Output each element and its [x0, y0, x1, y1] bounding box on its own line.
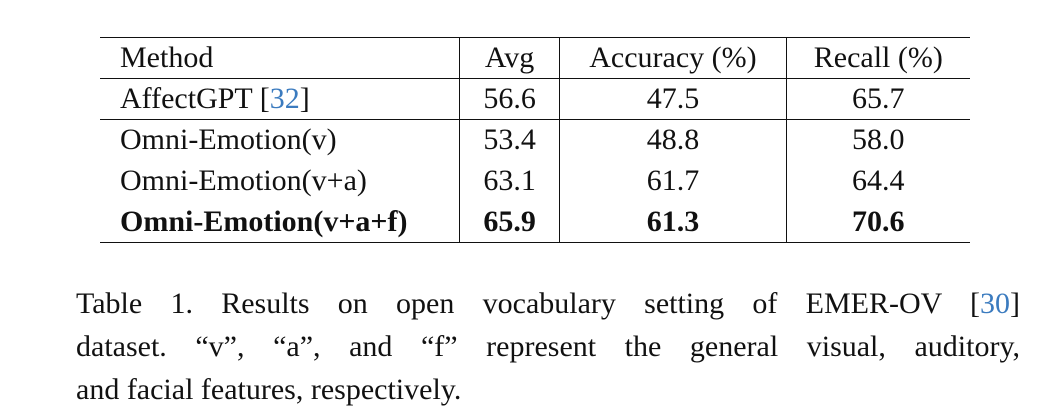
avg-cell: 63.1 — [458, 160, 560, 202]
method-cell: AffectGPT [32] — [100, 78, 460, 120]
header-recall: Recall (%) — [785, 37, 970, 79]
method-name: AffectGPT [ — [120, 82, 270, 115]
table-row: Omni-Emotion(v) 53.4 48.8 58.0 — [100, 119, 970, 161]
caption-line-3: and facial features, respectively. — [76, 373, 462, 406]
accuracy-cell: 61.3 — [559, 201, 787, 243]
recall-cell: 65.7 — [785, 78, 970, 120]
caption-text: ] — [1010, 287, 1020, 320]
accuracy-cell: 48.8 — [559, 119, 787, 161]
avg-cell: 65.9 — [458, 201, 560, 243]
recall-cell: 64.4 — [785, 160, 970, 202]
header-avg: Avg — [458, 37, 560, 79]
method-name-end: ] — [299, 82, 310, 115]
method-cell: Omni-Emotion(v+a+f) — [100, 201, 460, 243]
accuracy-cell: 61.7 — [559, 160, 787, 202]
recall-cell: 58.0 — [785, 119, 970, 161]
header-method: Method — [100, 37, 460, 79]
accuracy-cell: 47.5 — [559, 78, 787, 120]
caption-text: Table 1. Results on open vocabulary sett… — [76, 287, 980, 320]
citation-link[interactable]: 30 — [980, 287, 1010, 320]
header-accuracy: Accuracy (%) — [559, 37, 787, 79]
results-table: Method Avg Accuracy (%) Recall (%) Affec… — [100, 37, 970, 243]
caption-line-1: Table 1. Results on open vocabulary sett… — [76, 282, 1020, 325]
method-cell: Omni-Emotion(v+a) — [120, 164, 367, 197]
avg-cell: 56.6 — [458, 78, 560, 120]
avg-cell: 53.4 — [458, 119, 560, 161]
method-cell: Omni-Emotion(v) — [120, 123, 337, 157]
table-row: Omni-Emotion(v+a) 63.1 61.7 64.4 — [100, 160, 970, 202]
recall-cell: 70.6 — [785, 201, 970, 243]
table-caption: Table 1. Results on open vocabulary sett… — [76, 282, 1020, 411]
table-header-row: Method Avg Accuracy (%) Recall (%) — [100, 37, 970, 79]
caption-line-2: dataset. “v”, “a”, and “f” represent the… — [76, 330, 1020, 363]
citation-link[interactable]: 32 — [269, 82, 300, 115]
table-row: AffectGPT [32] 56.6 47.5 65.7 — [100, 78, 970, 120]
table-row-best: Omni-Emotion(v+a+f) 65.9 61.3 70.6 — [100, 201, 970, 243]
